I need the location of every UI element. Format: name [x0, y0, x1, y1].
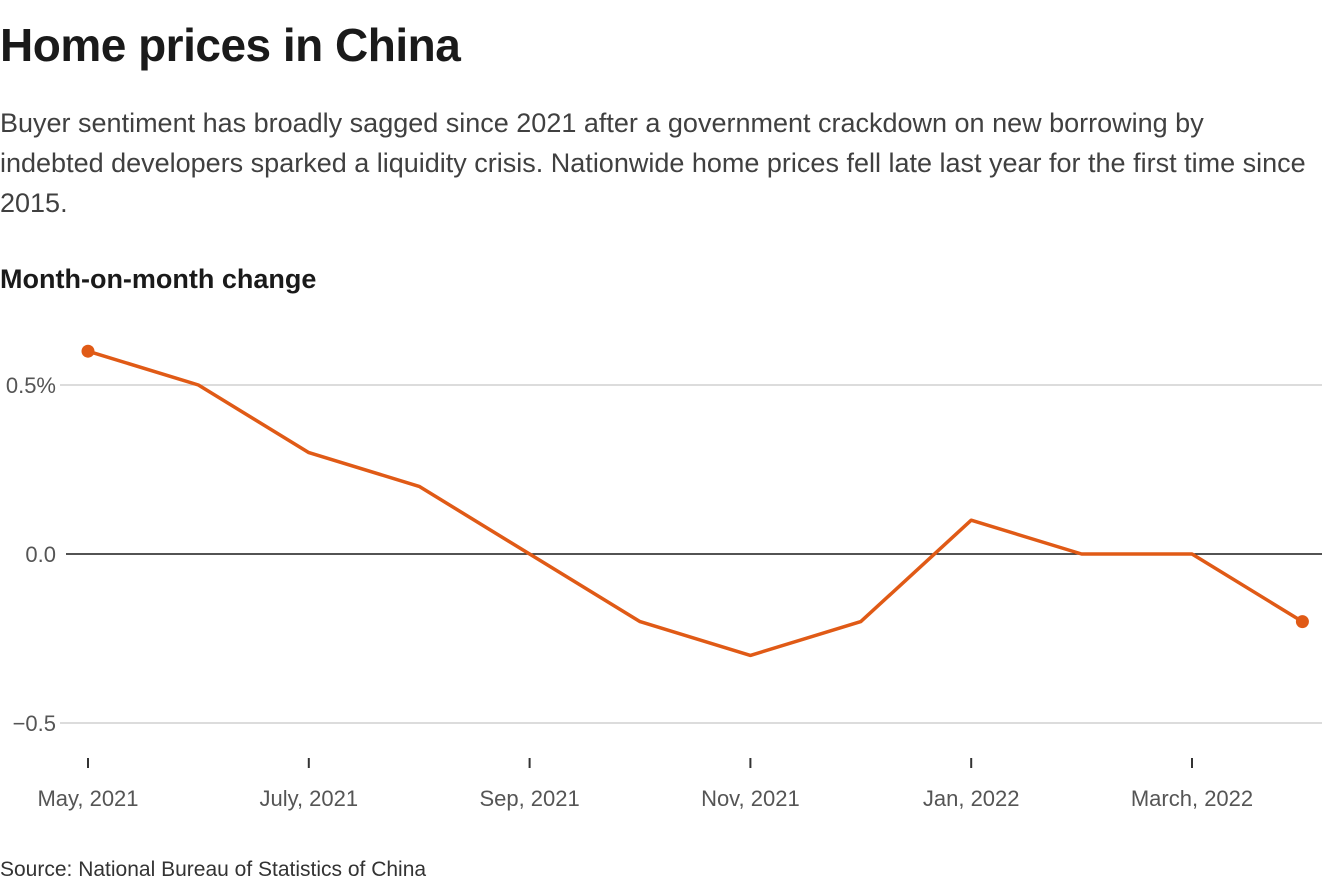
x-tick-label: May, 2021 [37, 786, 138, 811]
y-axis-ticks: 0.5% 0.0 −0.5 [6, 373, 56, 736]
series-layer [81, 344, 1309, 658]
x-axis-ticks: May, 2021 July, 2021 Sep, 2021 Nov, 2021 Jan… [37, 758, 1253, 811]
x-tick-label: Sep, 2021 [479, 786, 579, 811]
start-point-marker [81, 344, 95, 358]
source-note: Source: National Bureau of Statistics of… [0, 858, 427, 881]
x-tick-label: March, 2022 [1131, 786, 1253, 811]
chart-title: Home prices in China [0, 19, 461, 71]
x-tick-label: Jan, 2022 [923, 786, 1020, 811]
y-axis-title: Month-on-month change [0, 264, 317, 294]
x-tick-label: July, 2021 [259, 786, 358, 811]
y-tick-label: 0.5% [6, 373, 56, 398]
y-tick-label: 0.0 [25, 542, 56, 567]
end-point-marker [1295, 615, 1309, 629]
chart-subtitle: Buyer sentiment has broadly sagged since… [0, 108, 1306, 218]
y-tick-label: −0.5 [13, 711, 56, 736]
x-tick-label: Nov, 2021 [701, 786, 800, 811]
series-line [86, 349, 1305, 658]
line-chart: 0.5% 0.0 −0.5 May, 2021 July, 2021 Sep, 2021… [6, 344, 1322, 811]
